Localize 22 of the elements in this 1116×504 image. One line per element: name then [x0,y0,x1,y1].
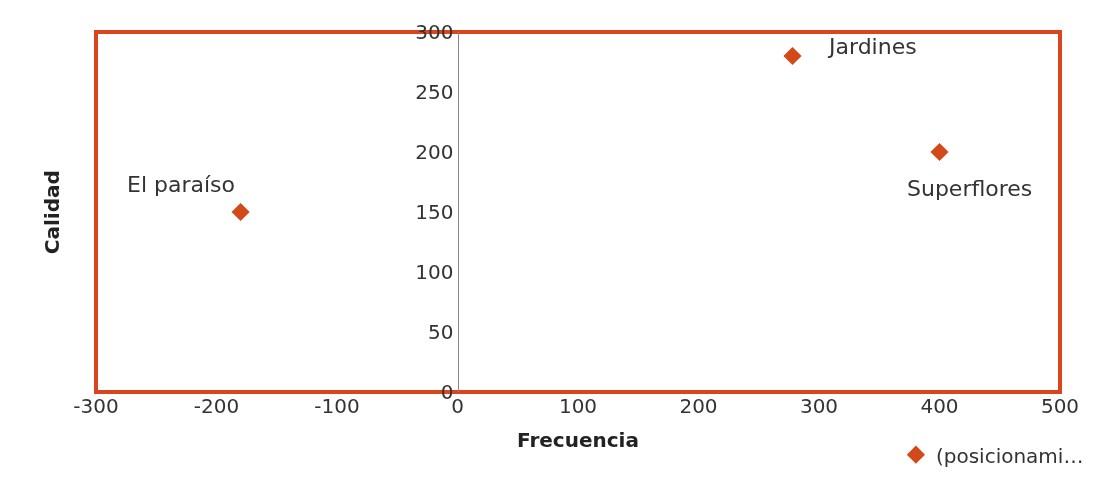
point [231,202,250,222]
x-tick-label: -200 [193,394,240,418]
legend-label: (posicionami… [935,443,1084,468]
x-tick-label: -100 [314,394,360,418]
annotation: Jardines [827,34,917,59]
x-tick-label: 200 [679,394,718,418]
x-tick-label: 500 [1040,394,1080,418]
y-tick-label: 150 [415,200,454,224]
point [783,46,802,66]
x-tick-label: 400 [920,394,959,418]
x-tick-label: 300 [799,394,839,418]
y-tick-label: 100 [415,260,454,284]
y-axis-title: Calidad [40,170,65,255]
x-axis-title: Frecuencia [517,427,639,452]
x-tick-label: -300 [73,394,119,418]
annotation: Superflores [907,176,1033,201]
y-tick-label: 50 [428,320,454,344]
y-tick-label: 250 [415,80,454,104]
y-tick-label: 200 [415,140,454,164]
x-tick-label: 100 [558,394,598,418]
point [930,142,949,162]
annotation: El paraíso [127,172,236,197]
